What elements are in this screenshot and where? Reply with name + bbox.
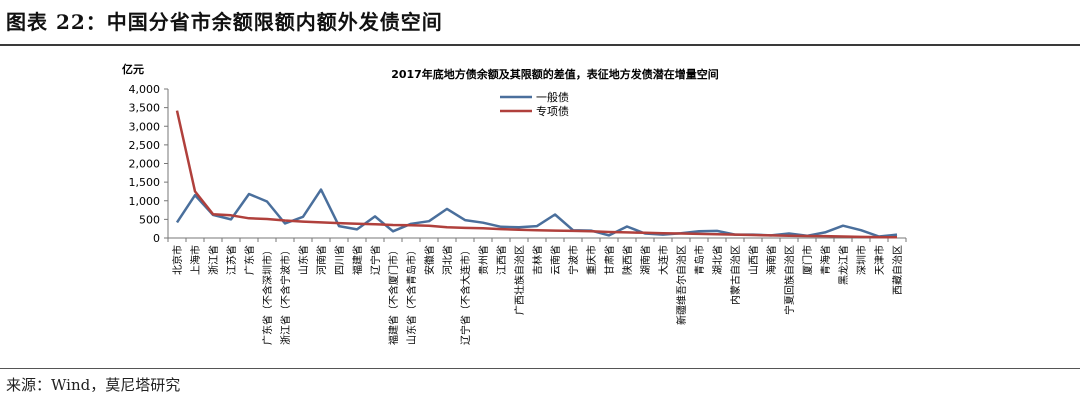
y-tick-label: 500 — [139, 213, 160, 226]
x-tick-label: 浙江省 — [207, 245, 220, 275]
x-tick-label: 云南省 — [549, 245, 562, 275]
x-tick-label: 深圳市 — [855, 245, 868, 275]
series-line-2 — [175, 110, 898, 239]
legend: 一般债 专项债 — [500, 90, 569, 118]
series-lines — [175, 110, 898, 239]
x-tick-label: 贵州省 — [477, 245, 490, 275]
bottom-rule — [0, 368, 1080, 369]
y-tick-label: 4,000 — [129, 83, 161, 96]
y-tick-label: 0 — [153, 232, 160, 245]
x-tick-label: 安徽省 — [423, 245, 436, 275]
x-tick-label: 福建省 — [351, 245, 364, 275]
x-tick-label: 四川省 — [333, 245, 346, 275]
x-tick-label: 天津市 — [873, 245, 886, 275]
figure-title: 图表 22：中国分省市余额限额内额外发债空间 — [6, 10, 443, 34]
y-tick-label: 1,500 — [129, 176, 161, 189]
y-tick-label: 2,500 — [129, 139, 161, 152]
x-tick-label: 浙江省（不含宁波市） — [279, 245, 292, 345]
x-tick-label: 内蒙古自治区 — [729, 245, 742, 305]
x-tick-label: 宁夏回族自治区 — [783, 245, 796, 315]
x-tick-label: 西藏自治区 — [891, 245, 904, 295]
top-rule — [0, 44, 1080, 46]
y-tick-label: 3,500 — [129, 102, 161, 115]
y-axis-unit: 亿元 — [122, 62, 144, 76]
x-tick-label: 广东省 — [243, 245, 256, 275]
source-note: 来源：Wind，莫尼塔研究 — [6, 376, 181, 394]
x-tick-label: 辽宁省（不含大连市） — [459, 245, 472, 345]
x-tick-label: 广西壮族自治区 — [513, 245, 526, 315]
x-tick-label: 新疆维吾尔自治区 — [675, 245, 688, 325]
x-tick-label: 北京市 — [171, 245, 184, 275]
x-tick-label: 湖北省 — [711, 245, 724, 275]
x-tick-label: 山东省 — [297, 245, 310, 275]
x-tick-label: 陕西省 — [621, 245, 634, 275]
x-tick-label: 重庆市 — [585, 245, 598, 275]
x-tick-label: 黑龙江省 — [837, 245, 850, 285]
x-tick-label: 广东省（不含深圳市） — [261, 245, 274, 345]
x-tick-label: 河南省 — [315, 245, 328, 275]
x-tick-label: 厦门市 — [801, 245, 814, 275]
x-tick-labels: 北京市 上海市 浙江省 江苏省 广东省 广东省（不含深圳市） 浙江省（不含宁波市） 山东省 河南… — [171, 245, 904, 345]
line-chart: 亿元 2017年底地方债余额及其限额的差值，表征地方发债潜在增量空间 一般债 专… — [122, 62, 907, 345]
x-tick-label: 吉林省 — [531, 245, 544, 275]
x-tick-label: 青海省 — [819, 245, 832, 275]
x-tick-label: 湖南省 — [639, 245, 652, 275]
x-tick-label: 河北省 — [441, 245, 454, 275]
x-tick-label: 江西省 — [495, 245, 508, 275]
x-tick-label: 山东省（不含青岛市） — [405, 245, 418, 345]
x-tick-label: 甘肃省 — [603, 245, 616, 275]
x-tick-label: 辽宁省 — [369, 245, 382, 275]
x-tick-label: 上海市 — [189, 245, 202, 275]
y-tick-labels: 0 500 1,000 1,500 2,000 2,500 3,000 3,500 4,000 — [129, 83, 161, 245]
x-tick-label: 江苏省 — [225, 245, 238, 275]
y-tick-label: 1,000 — [129, 195, 161, 208]
x-tick-label: 山西省 — [747, 245, 760, 275]
legend-label-series-1: 一般债 — [536, 90, 569, 104]
x-tick-label: 海南省 — [765, 245, 778, 275]
x-tick-label: 大连市 — [657, 245, 670, 275]
chart-title: 2017年底地方债余额及其限额的差值，表征地方发债潜在增量空间 — [391, 67, 719, 81]
x-tick-label: 福建省（不含厦门市） — [387, 245, 400, 345]
x-tick-label: 青岛市 — [693, 245, 706, 275]
x-tick-label: 宁波市 — [567, 245, 580, 275]
y-tick-label: 3,000 — [129, 120, 161, 133]
axes — [164, 88, 907, 242]
legend-label-series-2: 专项债 — [536, 104, 569, 118]
y-tick-label: 2,000 — [129, 158, 161, 171]
